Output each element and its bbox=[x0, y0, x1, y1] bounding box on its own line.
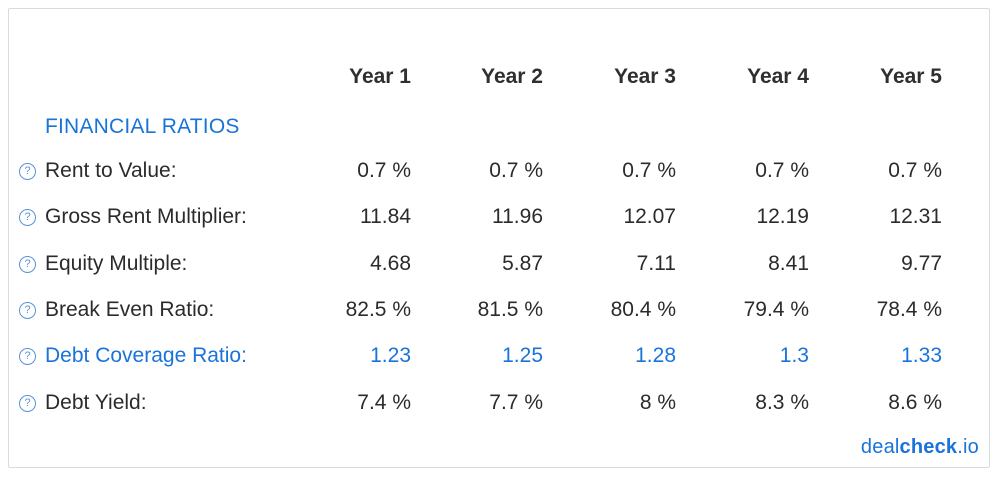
row-value-year-1: 0.7 % bbox=[357, 159, 411, 182]
help-icon[interactable]: ? bbox=[19, 163, 36, 180]
row-value-year-3: 1.28 bbox=[635, 344, 676, 367]
row-value-year-1: 11.84 bbox=[360, 205, 411, 228]
row-value-year-5: 9.77 bbox=[901, 252, 942, 275]
help-icon[interactable]: ? bbox=[19, 256, 36, 273]
help-icon[interactable]: ? bbox=[19, 209, 36, 226]
row-label: Debt Yield: bbox=[45, 391, 147, 414]
ratio-row-rent-to-value: ? Rent to Value: 0.7 % 0.7 % 0.7 % 0.7 %… bbox=[9, 159, 989, 189]
ratio-row-equity-multiple: ? Equity Multiple: 4.68 5.87 7.11 8.41 9… bbox=[9, 252, 989, 282]
row-value-year-4: 0.7 % bbox=[755, 159, 809, 182]
row-value-year-3: 8 % bbox=[639, 391, 676, 414]
row-value-year-5: 12.31 bbox=[889, 205, 942, 228]
row-value-year-4: 12.19 bbox=[756, 205, 809, 228]
ratio-row-gross-rent-multiplier: ? Gross Rent Multiplier: 11.84 11.96 12.… bbox=[9, 205, 989, 235]
row-value-year-2: 1.25 bbox=[502, 344, 543, 367]
ratio-row-break-even-ratio: ? Break Even Ratio: 82.5 % 81.5 % 80.4 %… bbox=[9, 298, 989, 328]
row-value-year-1: 7.4 % bbox=[357, 391, 411, 414]
help-icon[interactable]: ? bbox=[19, 348, 36, 365]
year-1-header: Year 1 bbox=[349, 65, 411, 88]
row-label: Gross Rent Multiplier: bbox=[45, 205, 247, 228]
row-label: Equity Multiple: bbox=[45, 252, 188, 275]
row-value-year-3: 12.07 bbox=[623, 205, 676, 228]
row-value-year-4: 79.4 % bbox=[743, 298, 809, 321]
row-value-year-5: 1.33 bbox=[901, 344, 942, 367]
row-label: Rent to Value: bbox=[45, 159, 177, 182]
row-value-year-2: 11.96 bbox=[492, 205, 543, 228]
help-icon[interactable]: ? bbox=[19, 302, 36, 319]
row-value-year-1: 1.23 bbox=[370, 344, 411, 367]
row-label[interactable]: Debt Coverage Ratio: bbox=[45, 344, 247, 367]
year-2-header: Year 2 bbox=[481, 65, 543, 88]
row-value-year-3: 0.7 % bbox=[622, 159, 676, 182]
dealcheck-logo: dealcheck.io bbox=[861, 436, 979, 459]
year-4-header: Year 4 bbox=[747, 65, 809, 88]
row-value-year-5: 8.6 % bbox=[888, 391, 942, 414]
row-value-year-3: 7.11 bbox=[636, 252, 676, 275]
row-value-year-2: 81.5 % bbox=[477, 298, 543, 321]
row-value-year-4: 8.3 % bbox=[755, 391, 809, 414]
ratio-row-debt-coverage-ratio[interactable]: ? Debt Coverage Ratio: 1.23 1.25 1.28 1.… bbox=[9, 344, 989, 374]
brand-part-2: check bbox=[899, 436, 958, 458]
row-value-year-1: 4.68 bbox=[370, 252, 411, 275]
year-header-row: Year 1 Year 2 Year 3 Year 4 Year 5 bbox=[9, 65, 989, 91]
row-value-year-2: 0.7 % bbox=[489, 159, 543, 182]
row-value-year-3: 80.4 % bbox=[610, 298, 676, 321]
section-title: FINANCIAL RATIOS bbox=[45, 115, 240, 138]
year-3-header: Year 3 bbox=[614, 65, 676, 88]
brand-part-3: .io bbox=[957, 436, 979, 458]
ratio-row-debt-yield: ? Debt Yield: 7.4 % 7.7 % 8 % 8.3 % 8.6 … bbox=[9, 391, 989, 421]
row-value-year-5: 0.7 % bbox=[888, 159, 942, 182]
row-value-year-2: 5.87 bbox=[502, 252, 543, 275]
help-icon[interactable]: ? bbox=[19, 395, 36, 412]
row-label: Break Even Ratio: bbox=[45, 298, 215, 321]
brand-part-1: deal bbox=[860, 436, 900, 458]
row-value-year-4: 1.3 bbox=[779, 344, 809, 367]
year-5-header: Year 5 bbox=[880, 65, 942, 88]
row-value-year-2: 7.7 % bbox=[489, 391, 543, 414]
row-value-year-5: 78.4 % bbox=[876, 298, 942, 321]
row-value-year-4: 8.41 bbox=[768, 252, 809, 275]
financial-ratios-card: Year 1 Year 2 Year 3 Year 4 Year 5 FINAN… bbox=[8, 8, 990, 468]
row-value-year-1: 82.5 % bbox=[345, 298, 411, 321]
